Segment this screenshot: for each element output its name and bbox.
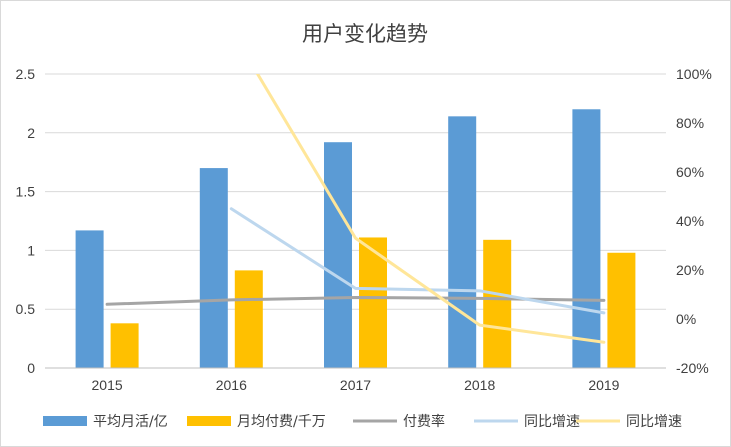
bar-2019-series-1: [607, 252, 636, 368]
legend-item: 月均付费/千万: [187, 414, 326, 430]
legend: 平均月活/亿 月均付费/千万 付费率 同比增速 同比增速: [43, 413, 682, 430]
y-left-tick-label: 0: [27, 360, 35, 376]
x-tick-label: 2015: [92, 377, 123, 393]
bar-2016-series-0: [199, 168, 228, 368]
line-series-3: [229, 207, 606, 315]
y-right-tick-label: 40%: [676, 213, 704, 229]
bar-2019-series-0: [572, 109, 601, 368]
y-left-tick-label: 0.5: [16, 301, 36, 317]
y-right-tick-label: 100%: [676, 66, 712, 82]
x-tick-label: 2018: [464, 377, 495, 393]
legend-label: 同比增速: [524, 414, 580, 430]
legend-item: 同比增速: [576, 414, 682, 430]
legend-label: 同比增速: [626, 414, 682, 430]
line-series: [105, 74, 606, 344]
bar-2017-series-1: [359, 237, 387, 368]
y-left-tick-label: 2.5: [16, 66, 36, 82]
bar-series: [75, 109, 636, 368]
bar-2016-series-1: [234, 270, 263, 368]
axes: 0 0.5 1 1.5 2 2.5 -20% 0% 20% 40% 60% 80% 100% 2015 20…: [16, 66, 712, 393]
bar-2018-series-1: [483, 239, 512, 368]
y-right-tick-label: 0%: [676, 311, 696, 327]
bar-2015-series-1: [110, 323, 139, 368]
chart-title: 用户变化趋势: [302, 22, 428, 46]
y-left-tick-label: 1.5: [16, 184, 36, 200]
legend-item: 平均月活/亿: [43, 414, 168, 430]
y-left-tick-label: 1: [27, 242, 35, 258]
y-right-tick-label: 60%: [676, 164, 704, 180]
legend-label: 付费率: [403, 413, 445, 430]
line-series-4: [255, 74, 606, 344]
y-right-tick-label: -20%: [676, 360, 709, 376]
legend-item: 同比增速: [474, 414, 580, 430]
y-right-tick-label: 80%: [676, 115, 704, 131]
legend-label: 平均月活/亿: [93, 414, 168, 430]
bar-2018-series-0: [448, 116, 477, 368]
x-tick-label: 2016: [216, 377, 247, 393]
bar-2015-series-0: [75, 230, 104, 368]
x-tick-label: 2017: [340, 377, 371, 393]
legend-item: 付费率: [353, 413, 445, 430]
x-tick-label: 2019: [588, 377, 619, 393]
legend-label: 月均付费/千万: [237, 414, 326, 430]
legend-swatch: [43, 416, 87, 426]
y-right-tick-label: 20%: [676, 262, 704, 278]
y-left-tick-label: 2: [27, 125, 35, 141]
legend-swatch: [187, 416, 231, 426]
bar-2017-series-0: [324, 142, 352, 368]
